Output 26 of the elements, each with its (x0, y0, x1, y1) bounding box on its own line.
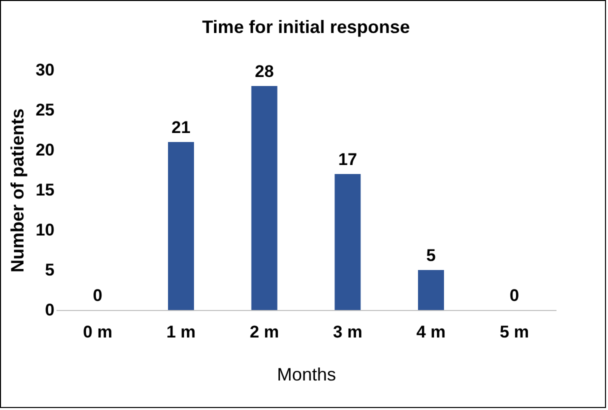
bar (251, 86, 278, 310)
x-tick-label: 2 m (250, 322, 279, 342)
x-axis-title: Months (276, 364, 336, 384)
x-tick-label: 1 m (166, 322, 196, 342)
y-tick-label: 30 (36, 60, 54, 80)
chart-title: Time for initial response (202, 17, 410, 37)
data-label: 28 (254, 62, 274, 81)
bar (334, 174, 361, 310)
data-label: 0 (92, 286, 102, 305)
y-tick-label: 10 (36, 220, 54, 240)
data-label: 17 (338, 150, 358, 169)
x-tick-label: 3 m (333, 322, 362, 342)
y-tick-label: 0 (45, 300, 54, 320)
y-tick-label: 20 (36, 140, 54, 160)
bar (418, 270, 444, 310)
data-label: 0 (510, 286, 520, 305)
bar (168, 142, 194, 310)
x-tick-label: 5 m (500, 322, 529, 342)
y-tick-label: 25 (36, 100, 54, 120)
y-tick-label: 15 (36, 180, 54, 200)
data-label: 5 (426, 246, 436, 265)
x-tick-label: 0 m (83, 322, 112, 342)
data-label: 21 (172, 118, 190, 137)
x-tick-label: 4 m (416, 322, 446, 342)
y-axis-title: Number of patients (8, 108, 28, 273)
y-tick-label: 5 (45, 260, 54, 280)
